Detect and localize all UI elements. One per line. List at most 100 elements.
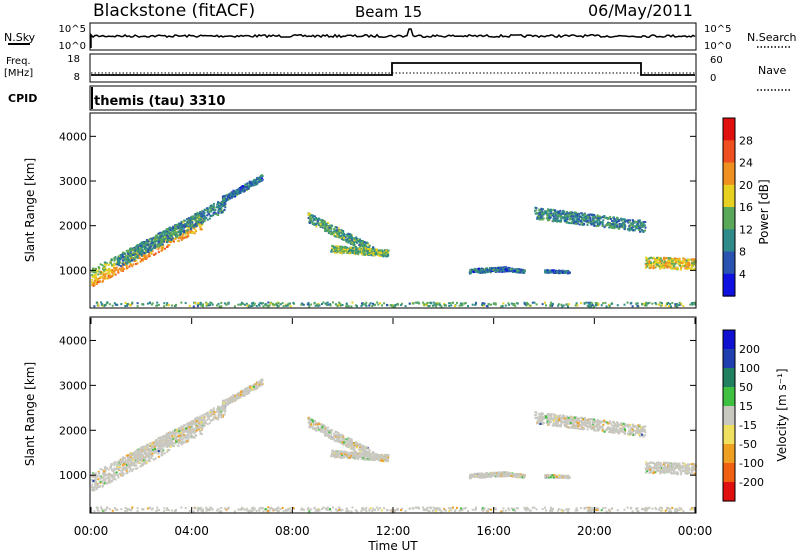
power-data-point — [245, 302, 248, 305]
power-data-point — [364, 247, 367, 250]
power-data-point — [317, 304, 320, 307]
power-colorbar-tick-label: 16 — [739, 201, 753, 214]
power-data-point — [340, 237, 343, 239]
power-data-point — [185, 229, 188, 232]
power-data-point — [594, 302, 597, 305]
power-data-point — [168, 235, 171, 238]
velocity-data-point — [121, 474, 124, 477]
velocity-data-point — [103, 482, 106, 485]
velocity-data-point — [176, 430, 179, 433]
power-data-point — [344, 248, 347, 251]
power-data-point — [213, 206, 216, 209]
velocity-data-point — [157, 450, 160, 453]
power-data-point — [95, 268, 97, 271]
velocity-data-point — [176, 444, 179, 447]
power-data-point — [626, 220, 629, 223]
velocity-data-point — [99, 480, 102, 483]
power-data-point — [544, 212, 547, 215]
velocity-data-point — [102, 474, 105, 477]
power-data-point — [136, 246, 139, 249]
power-data-point — [331, 224, 334, 227]
velocity-data-point — [102, 479, 105, 482]
velocity-data-point — [96, 474, 99, 477]
power-data-point — [586, 216, 589, 219]
power-data-point — [350, 246, 352, 249]
power-data-point — [614, 219, 617, 222]
power-data-point — [173, 240, 175, 243]
power-data-point — [244, 188, 247, 191]
power-data-point — [362, 303, 365, 306]
power-data-point — [364, 243, 367, 246]
power-data-point — [180, 301, 183, 304]
power-data-point — [326, 301, 329, 304]
power-data-point — [464, 302, 467, 304]
power-data-point — [170, 232, 173, 235]
power-data-point — [681, 265, 684, 268]
power-data-point — [246, 304, 249, 307]
power-data-point — [650, 265, 653, 268]
power-data-point — [597, 222, 600, 225]
velocity-data-point — [108, 474, 111, 477]
power-data-point — [596, 220, 599, 223]
power-data-point — [109, 269, 112, 272]
power-data-point — [560, 219, 563, 222]
velocity-data-point — [200, 416, 203, 419]
power-data-point — [163, 305, 166, 308]
power-data-point — [186, 235, 189, 238]
power-data-point — [661, 304, 664, 307]
power-data-point — [115, 266, 118, 269]
power-data-point — [95, 301, 98, 304]
power-data-point — [436, 302, 439, 305]
power-data-point — [173, 226, 176, 229]
power-data-point — [198, 214, 201, 217]
power-data-point — [267, 301, 270, 304]
power-data-point — [149, 237, 152, 240]
power-data-point — [104, 261, 107, 264]
power-data-point — [623, 227, 626, 230]
power-data-point — [426, 301, 429, 304]
power-data-point — [691, 303, 694, 306]
power-data-point — [220, 206, 223, 209]
power-data-point — [644, 304, 647, 307]
power-data-point — [598, 219, 601, 221]
power-data-point — [146, 243, 149, 246]
velocity-data-point — [193, 432, 196, 435]
power-data-point — [258, 180, 261, 183]
power-data-point — [155, 237, 158, 240]
velocity-data-point — [194, 421, 197, 424]
power-data-point — [136, 256, 139, 259]
power-data-point — [580, 223, 583, 226]
velocity-data-point — [109, 465, 112, 468]
power-data-point — [643, 225, 646, 228]
power-data-point — [592, 220, 595, 223]
power-data-point — [374, 303, 377, 306]
power-data-point — [591, 214, 594, 217]
power-data-point — [287, 302, 290, 305]
power-data-point — [607, 216, 610, 219]
power-data-point — [207, 208, 210, 211]
power-data-point — [632, 225, 635, 228]
power-data-point — [100, 301, 103, 304]
power-colorbar-tick-label: 12 — [739, 223, 753, 236]
power-data-point — [333, 228, 336, 230]
power-data-point — [150, 245, 152, 248]
power-data-point — [91, 284, 94, 287]
velocity-data-point — [95, 483, 98, 486]
velocity-data-point — [166, 443, 169, 446]
power-data-point — [198, 218, 201, 221]
power-data-point — [130, 255, 133, 258]
power-data-point — [663, 256, 665, 259]
power-data-point — [128, 253, 131, 256]
velocity-data-point — [114, 461, 117, 463]
power-data-point — [225, 199, 227, 202]
freq-panel: Freq. [MHz] 18 8 60 0 Nave — [4, 53, 790, 91]
power-data-point — [609, 226, 612, 228]
power-data-point — [314, 304, 317, 307]
power-data-point — [348, 248, 351, 251]
power-data-point — [639, 230, 641, 233]
power-data-point — [427, 305, 430, 307]
power-data-point — [122, 251, 125, 254]
power-data-point — [154, 237, 156, 240]
power-data-point — [568, 214, 571, 217]
power-data-point — [541, 217, 544, 220]
